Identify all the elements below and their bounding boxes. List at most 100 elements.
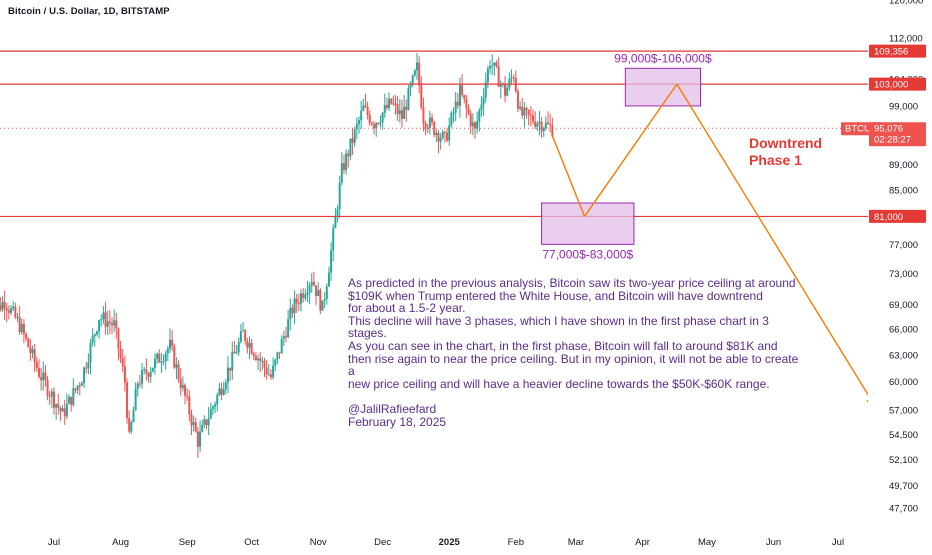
candle-body[interactable] <box>390 98 393 104</box>
candle-body[interactable] <box>119 348 122 359</box>
candle-body[interactable] <box>312 281 315 286</box>
candle-body[interactable] <box>44 372 47 381</box>
candle-body[interactable] <box>510 77 513 79</box>
projection-segment[interactable] <box>551 135 586 217</box>
candle-body[interactable] <box>418 62 421 86</box>
candle-body[interactable] <box>469 113 472 127</box>
candle-body[interactable] <box>134 388 137 411</box>
candle-body[interactable] <box>207 418 210 426</box>
candle-body[interactable] <box>521 106 524 116</box>
candle-body[interactable] <box>151 367 154 372</box>
candle-body[interactable] <box>370 123 373 125</box>
candle-body[interactable] <box>529 114 532 116</box>
candle-body[interactable] <box>428 117 431 129</box>
candle-body[interactable] <box>358 120 361 124</box>
candle-body[interactable] <box>104 312 107 327</box>
candle-body[interactable] <box>222 389 225 395</box>
candle-body[interactable] <box>308 285 311 293</box>
candle-body[interactable] <box>334 216 337 228</box>
candle-body[interactable] <box>527 109 530 115</box>
candle-body[interactable] <box>461 85 464 95</box>
candle-body[interactable] <box>547 122 550 124</box>
candle-body[interactable] <box>345 153 348 170</box>
candle-body[interactable] <box>147 373 150 377</box>
candle-body[interactable] <box>136 383 139 389</box>
candle-body[interactable] <box>407 88 410 110</box>
candle-body[interactable] <box>166 348 169 354</box>
candle-body[interactable] <box>293 298 296 314</box>
candle-body[interactable] <box>306 292 309 295</box>
candle-body[interactable] <box>351 138 354 143</box>
candle-body[interactable] <box>117 328 120 349</box>
projection-segment[interactable] <box>676 83 876 406</box>
candle-body[interactable] <box>10 308 13 313</box>
candle-body[interactable] <box>263 360 266 368</box>
candle-body[interactable] <box>171 339 174 347</box>
candle-body[interactable] <box>141 370 144 384</box>
candle-body[interactable] <box>175 364 178 368</box>
candle-body[interactable] <box>138 383 141 385</box>
candle-body[interactable] <box>123 366 126 383</box>
candle-body[interactable] <box>149 371 152 377</box>
candle-body[interactable] <box>48 395 51 397</box>
candle-body[interactable] <box>467 107 470 114</box>
candle-body[interactable] <box>246 340 249 348</box>
candle-body[interactable] <box>362 105 365 111</box>
candle-body[interactable] <box>278 352 281 354</box>
candle-body[interactable] <box>37 368 40 377</box>
candle-body[interactable] <box>482 97 485 105</box>
candle-body[interactable] <box>473 122 476 129</box>
candle-body[interactable] <box>7 310 10 313</box>
candle-body[interactable] <box>420 85 423 108</box>
candle-body[interactable] <box>192 422 195 426</box>
candle-body[interactable] <box>355 123 358 130</box>
candle-body[interactable] <box>454 101 457 113</box>
candle-body[interactable] <box>177 364 180 379</box>
candle-body[interactable] <box>80 383 83 386</box>
candle-body[interactable] <box>508 78 511 88</box>
candle-body[interactable] <box>398 110 401 114</box>
candle-body[interactable] <box>160 361 163 363</box>
candle-body[interactable] <box>405 106 408 110</box>
candle-body[interactable] <box>433 122 436 136</box>
candle-body[interactable] <box>536 123 539 127</box>
candle-body[interactable] <box>480 104 483 111</box>
candle-body[interactable] <box>106 321 109 327</box>
candle-body[interactable] <box>338 182 341 210</box>
candle-body[interactable] <box>383 104 386 113</box>
candle-body[interactable] <box>63 408 66 417</box>
candle-body[interactable] <box>199 431 202 447</box>
projection-segment[interactable] <box>583 83 678 217</box>
candle-body[interactable] <box>128 418 131 432</box>
candle-body[interactable] <box>0 305 2 310</box>
candle-body[interactable] <box>392 103 395 105</box>
candle-body[interactable] <box>493 62 496 66</box>
candle-body[interactable] <box>495 62 498 67</box>
candle-body[interactable] <box>252 353 255 357</box>
candle-body[interactable] <box>340 163 343 183</box>
candle-body[interactable] <box>113 320 116 326</box>
candle-body[interactable] <box>5 308 8 311</box>
candle-body[interactable] <box>61 408 64 412</box>
candle-body[interactable] <box>304 294 307 299</box>
candle-body[interactable] <box>194 422 197 432</box>
candle-body[interactable] <box>512 77 515 79</box>
candle-body[interactable] <box>3 302 6 309</box>
candle-body[interactable] <box>168 339 171 349</box>
candle-body[interactable] <box>538 121 541 124</box>
candle-body[interactable] <box>145 369 148 374</box>
candle-body[interactable] <box>242 330 245 332</box>
candle-body[interactable] <box>83 367 86 384</box>
candle-body[interactable] <box>218 388 221 396</box>
candle-body[interactable] <box>463 94 466 100</box>
candle-body[interactable] <box>295 298 298 304</box>
candle-body[interactable] <box>68 396 71 404</box>
candle-body[interactable] <box>16 317 19 319</box>
candle-body[interactable] <box>261 360 264 362</box>
candle-body[interactable] <box>181 385 184 389</box>
candle-body[interactable] <box>95 331 98 335</box>
candle-body[interactable] <box>254 356 257 361</box>
candle-body[interactable] <box>269 374 272 378</box>
candle-body[interactable] <box>506 87 509 96</box>
candle-body[interactable] <box>53 391 55 408</box>
